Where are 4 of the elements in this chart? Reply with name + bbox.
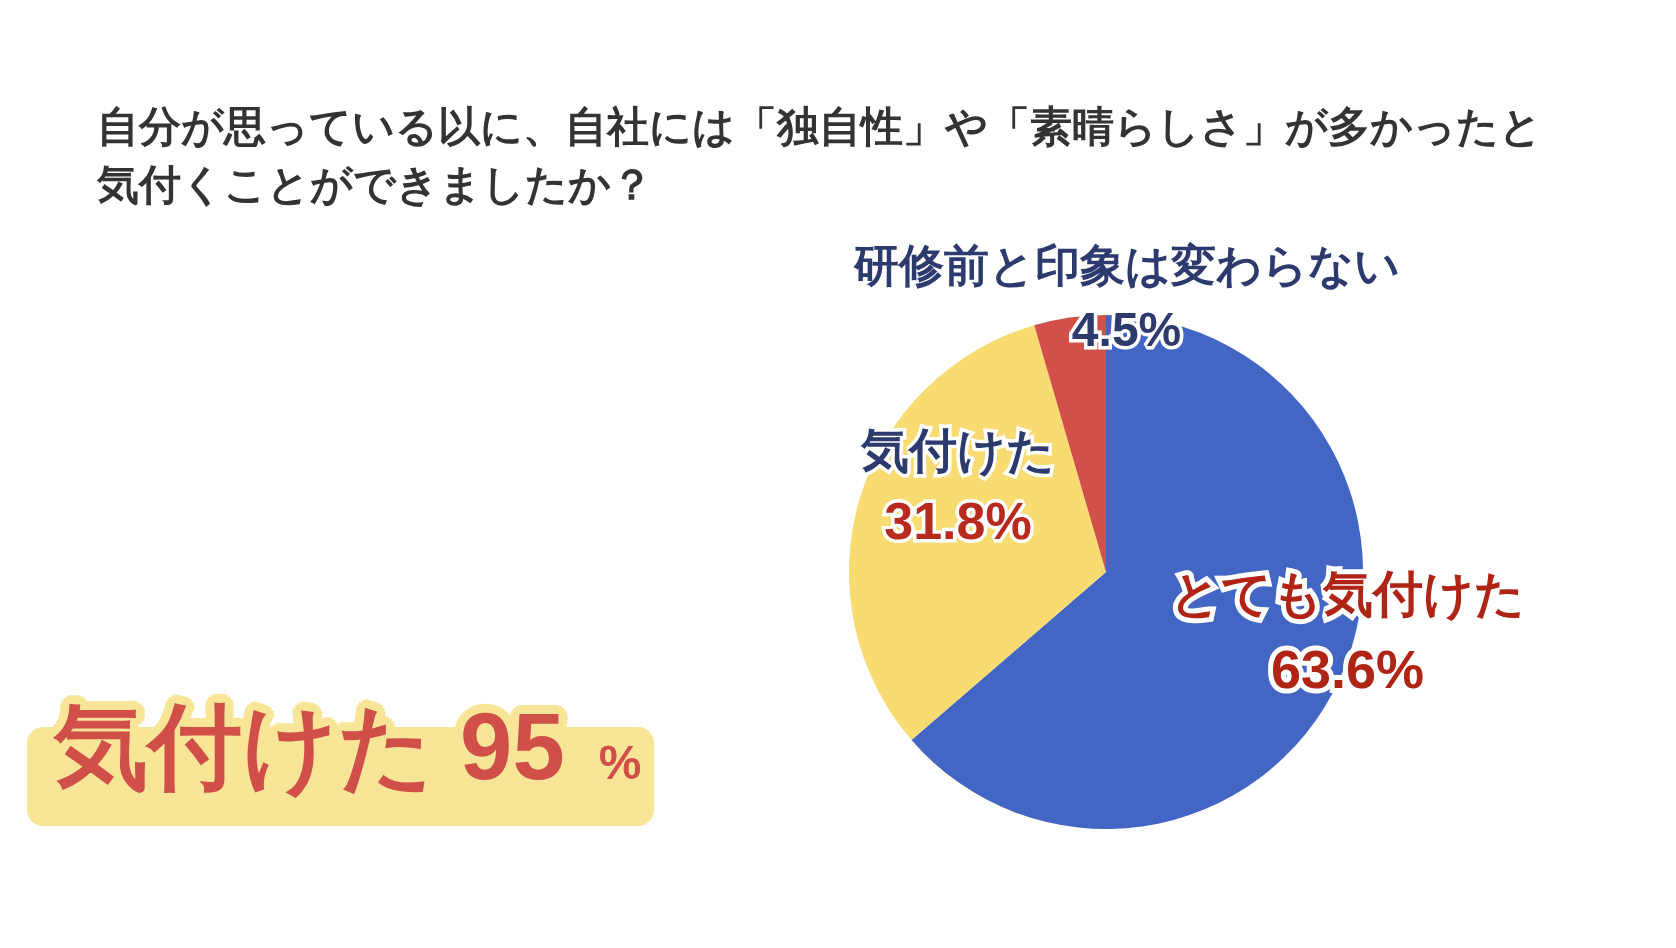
text: 気付けた 95 % [54,694,642,799]
slice-label: 研修前と印象は変わらない [852,239,1400,291]
data-label: 31.8% [884,492,1032,551]
chart-title: 自分が思っている以に、自社には「独自性」や「素晴らしさ」が多かったと気付くことができましたか？ [97,102,1543,210]
